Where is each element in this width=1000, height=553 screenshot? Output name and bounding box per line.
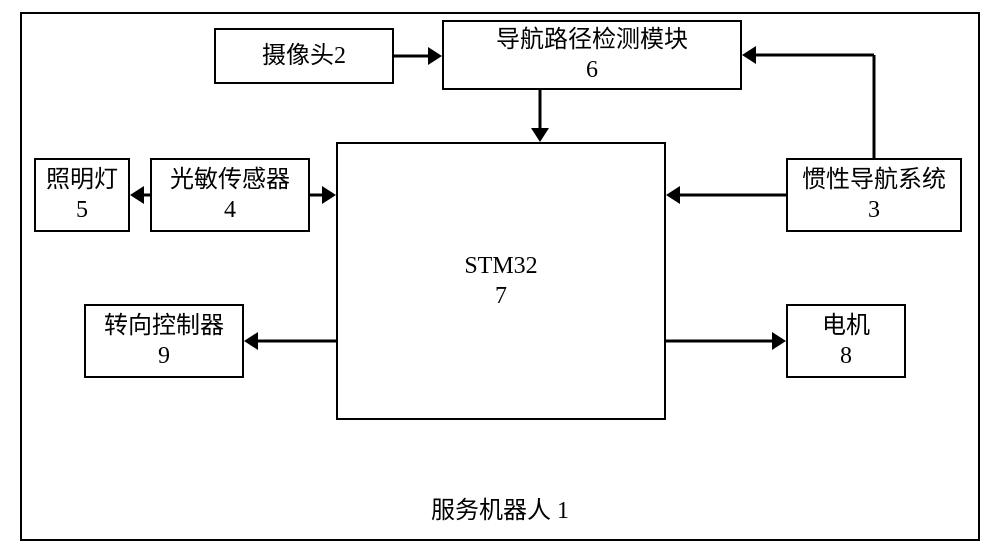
node-detect-number: 6	[586, 55, 598, 85]
node-camera: 摄像头2	[214, 28, 394, 84]
node-photo: 光敏传感器 4	[150, 158, 310, 232]
node-photo-number: 4	[224, 195, 236, 225]
node-inertial-number: 3	[868, 195, 880, 225]
node-light-number: 5	[76, 195, 88, 225]
node-motor-number: 8	[840, 341, 852, 371]
node-inertial: 惯性导航系统 3	[786, 158, 962, 232]
node-mcu-number: 7	[495, 281, 507, 311]
node-detect-label: 导航路径检测模块	[496, 25, 688, 55]
node-photo-label: 光敏传感器	[170, 165, 290, 195]
node-camera-label: 摄像头2	[262, 41, 346, 71]
node-motor: 电机 8	[786, 304, 906, 378]
node-detect: 导航路径检测模块 6	[442, 20, 742, 90]
node-mcu-label: STM32	[464, 251, 537, 281]
node-steer: 转向控制器 9	[84, 304, 244, 378]
diagram-caption: 服务机器人 1	[370, 490, 630, 525]
node-steer-number: 9	[158, 341, 170, 371]
node-motor-label: 电机	[822, 311, 870, 341]
node-mcu: STM32 7	[336, 142, 666, 420]
node-light: 照明灯 5	[34, 158, 130, 232]
node-light-label: 照明灯	[46, 165, 118, 195]
node-steer-label: 转向控制器	[104, 311, 224, 341]
node-inertial-label: 惯性导航系统	[802, 165, 946, 195]
